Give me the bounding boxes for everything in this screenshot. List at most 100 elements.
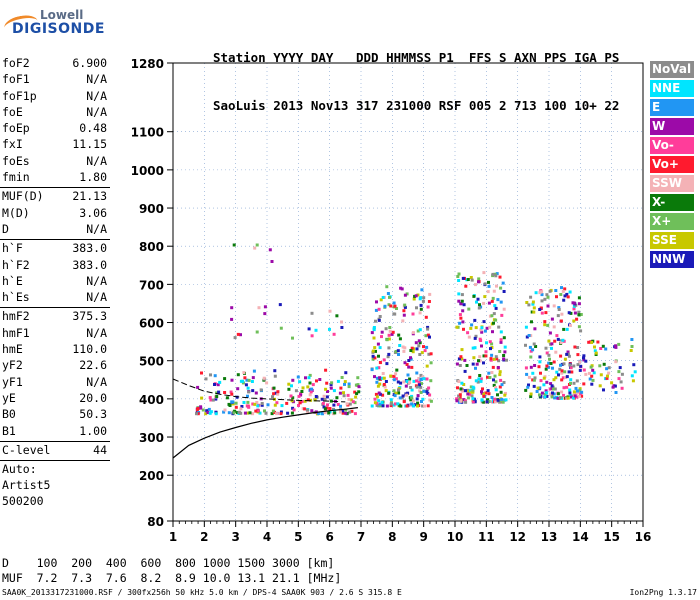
echo-point (245, 378, 249, 382)
echo-point (242, 401, 246, 404)
echo-point (469, 326, 473, 330)
echo-point (287, 382, 291, 386)
echo-point (380, 330, 384, 334)
echo-point (265, 381, 269, 385)
echo-point (458, 321, 462, 325)
echo-point (543, 297, 547, 301)
echo-point (559, 363, 562, 367)
echo-point (385, 404, 389, 408)
echo-point (472, 386, 476, 390)
echo-point (529, 334, 533, 338)
echo-point (466, 396, 470, 400)
x-tick-label: 4 (263, 530, 271, 544)
echo-point (296, 375, 300, 379)
echo-point (292, 408, 296, 412)
echo-point (576, 353, 580, 357)
echo-point (554, 376, 558, 380)
echo-point (532, 342, 536, 346)
echo-point (389, 404, 393, 408)
echo-point (387, 352, 391, 356)
echo-point (395, 368, 399, 372)
echo-point (271, 395, 274, 399)
x-tick-label: 5 (294, 530, 302, 544)
echo-point (556, 337, 560, 341)
echo-point (341, 409, 345, 413)
echo-point (570, 395, 573, 399)
echo-point (548, 331, 552, 335)
echo-point (577, 310, 581, 314)
echo-point (405, 393, 409, 397)
echo-point (268, 248, 272, 252)
echo-point (375, 403, 379, 407)
echo-point (546, 323, 550, 327)
echo-point (388, 326, 392, 329)
echo-point (408, 377, 412, 381)
echo-point (499, 300, 503, 304)
echo-point (389, 304, 393, 308)
echo-point (538, 393, 541, 397)
echo-point (387, 391, 391, 395)
echo-point (482, 301, 486, 305)
x-tick-label: 8 (388, 530, 396, 544)
echo-point (375, 300, 378, 304)
echo-point (620, 386, 624, 390)
echo-point (392, 374, 396, 378)
echo-point (389, 402, 393, 406)
x-tick-label: 15 (603, 530, 620, 544)
echo-point (425, 364, 429, 368)
echo-point (423, 404, 426, 408)
echo-point (403, 346, 407, 350)
echo-point (598, 364, 602, 368)
echo-point (388, 295, 391, 299)
echo-point (555, 334, 559, 338)
echo-point (345, 402, 349, 406)
y-tick-label: 300 (139, 431, 164, 445)
echo-point (538, 355, 542, 359)
echo-point (458, 393, 462, 397)
echo-point (403, 361, 407, 365)
echo-point (485, 400, 489, 404)
echo-point (276, 392, 280, 396)
y-tick-label: 200 (139, 469, 164, 483)
echo-point (227, 411, 231, 415)
echo-point (456, 275, 460, 278)
echo-point (579, 329, 583, 333)
param-value: 110.0 (72, 342, 107, 357)
echo-point (538, 308, 542, 311)
echo-point (340, 376, 344, 379)
echo-point (354, 395, 358, 399)
echo-point (547, 365, 551, 369)
echo-point (262, 376, 266, 380)
echo-point (475, 362, 479, 366)
echo-point (405, 404, 409, 408)
echo-point (494, 388, 498, 392)
echo-point (574, 386, 578, 390)
echo-point (562, 386, 566, 390)
y-tick-label: 600 (139, 317, 164, 331)
echo-point (547, 361, 551, 365)
echo-point (476, 380, 480, 384)
trace-curve (172, 378, 346, 403)
echo-point (401, 319, 405, 323)
echo-point (545, 394, 549, 398)
echo-point (233, 336, 237, 340)
echo-point (468, 375, 472, 379)
echo-point (304, 376, 307, 380)
echo-point (303, 407, 307, 411)
echo-point (416, 404, 419, 408)
echo-point (495, 284, 498, 288)
echo-point (322, 405, 326, 409)
echo-point (232, 411, 236, 415)
echo-point (527, 375, 531, 379)
echo-point (538, 291, 542, 295)
echo-point (471, 397, 475, 401)
echo-point (342, 394, 346, 398)
echo-point (399, 381, 403, 385)
echo-point (324, 387, 328, 391)
echo-point (465, 364, 469, 367)
echo-point (229, 390, 233, 394)
echo-point (607, 371, 611, 375)
echo-point (620, 372, 624, 376)
echo-point (503, 350, 507, 354)
echo-point (419, 377, 423, 381)
